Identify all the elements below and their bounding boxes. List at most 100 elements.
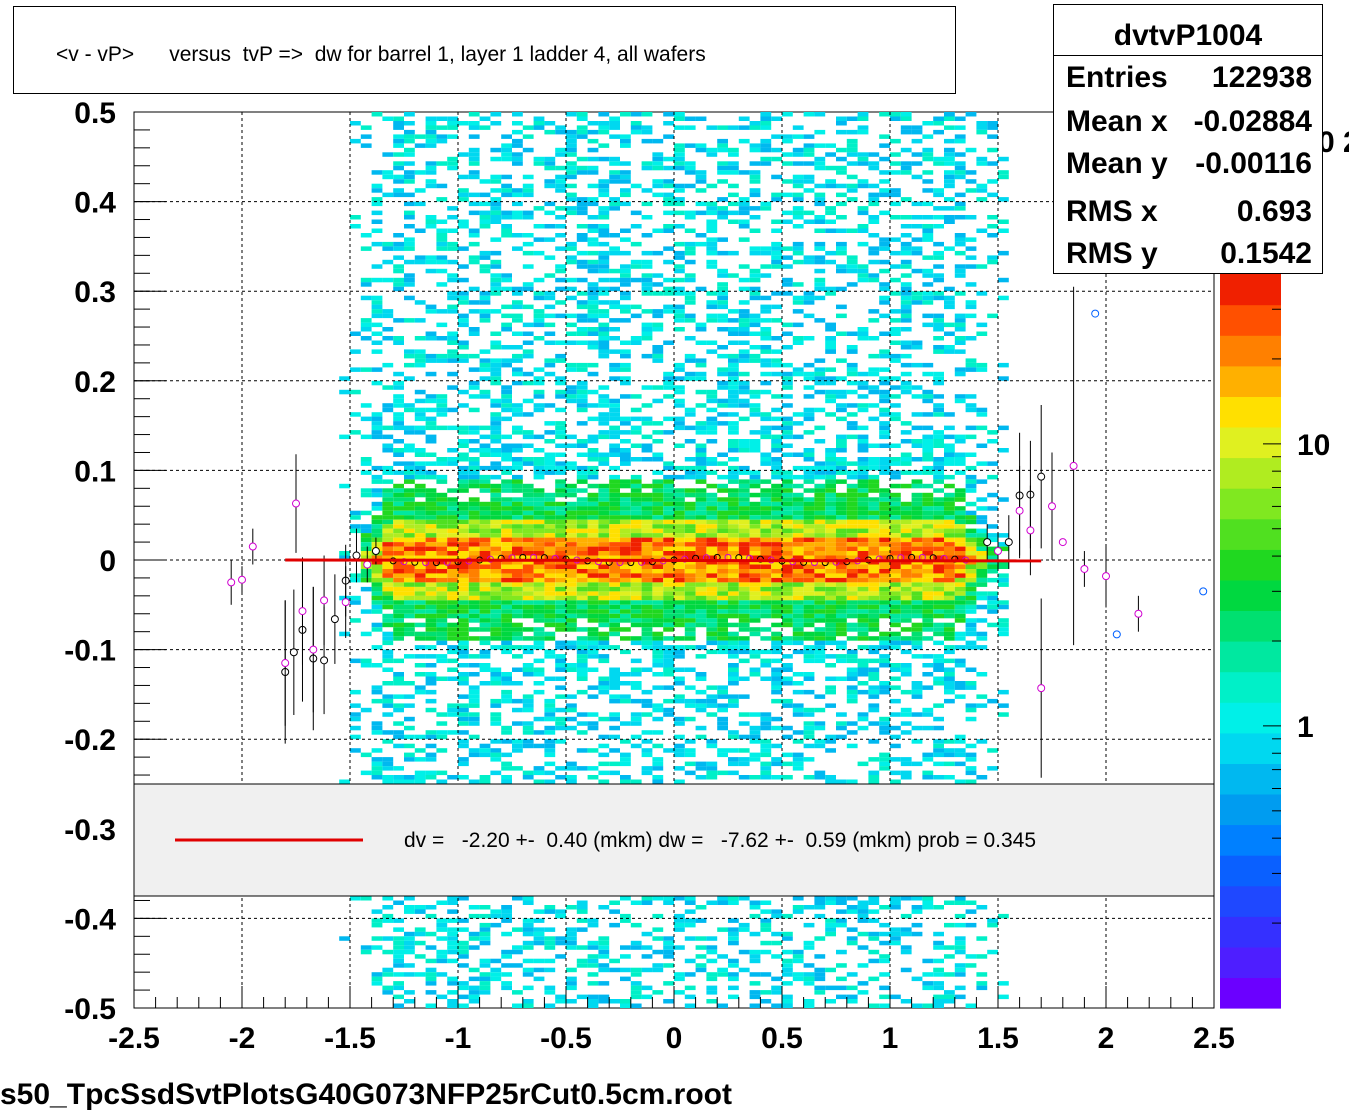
heatmap-cell	[674, 510, 685, 516]
heatmap-cell	[533, 291, 545, 296]
heatmap-cell	[544, 636, 556, 641]
heatmap-cell	[479, 362, 491, 368]
heatmap-cell	[728, 595, 739, 601]
heatmap-cell	[414, 255, 426, 260]
heatmap-cell	[512, 569, 523, 574]
heatmap-cell	[512, 483, 523, 489]
heatmap-cell	[728, 192, 739, 198]
heatmap-cell	[684, 318, 696, 323]
heatmap-cell	[425, 519, 437, 525]
heatmap-cell	[404, 990, 415, 995]
heatmap-cell	[641, 201, 653, 207]
heatmap-cell	[404, 138, 415, 144]
heatmap-cell	[792, 412, 804, 417]
heatmap-cell	[598, 215, 610, 220]
heatmap-cell	[414, 564, 426, 569]
heatmap-cell	[609, 156, 620, 162]
heatmap-cell	[717, 752, 728, 758]
heatmap-cell	[555, 147, 566, 153]
heatmap-cell	[447, 528, 458, 534]
heatmap-cell	[684, 295, 696, 301]
heatmap-cell	[404, 681, 415, 686]
heatmap-cell	[760, 318, 772, 323]
heatmap-cell	[749, 667, 761, 672]
heatmap-cell	[544, 156, 556, 162]
heatmap-cell	[544, 613, 556, 619]
heatmap-cell	[663, 667, 674, 672]
heatmap-cell	[522, 542, 534, 547]
heatmap-cell	[706, 613, 718, 619]
heatmap-cell	[652, 192, 664, 198]
heatmap-cell	[458, 188, 469, 193]
heatmap-cell	[576, 259, 588, 265]
heatmap-cell	[749, 542, 761, 547]
heatmap-cell	[825, 654, 836, 659]
heatmap-cell	[738, 573, 750, 578]
heatmap-cell	[749, 609, 761, 614]
heatmap-cell	[576, 573, 588, 578]
heatmap-cell	[760, 273, 772, 278]
heatmap-cell	[760, 613, 772, 619]
heatmap-cell	[879, 134, 890, 139]
heatmap-cell	[555, 179, 566, 184]
heatmap-cell	[404, 501, 415, 507]
heatmap-cell	[555, 676, 566, 681]
heatmap-cell	[468, 542, 480, 547]
heatmap-cell	[836, 246, 847, 251]
heatmap-cell	[782, 752, 793, 758]
heatmap-cell	[771, 909, 782, 914]
heatmap-cell	[522, 569, 534, 574]
heatmap-cell	[544, 649, 556, 655]
heatmap-cell	[555, 577, 566, 583]
heatmap-cell	[414, 591, 426, 596]
heatmap-cell	[576, 909, 588, 914]
heatmap-cell	[371, 201, 383, 207]
heatmap-cell	[706, 439, 718, 444]
heatmap-cell	[803, 537, 815, 543]
heatmap-cell	[836, 129, 847, 135]
heatmap-cell	[630, 533, 642, 538]
heatmap-cell	[533, 492, 545, 498]
heatmap-cell	[479, 609, 491, 614]
heatmap-cell	[728, 976, 739, 982]
heatmap-cell	[620, 492, 631, 498]
heatmap-cell	[609, 174, 620, 180]
heatmap-cell	[404, 586, 415, 592]
heatmap-cell	[587, 528, 599, 534]
heatmap-cell	[587, 748, 599, 753]
heatmap-cell	[447, 259, 458, 265]
heatmap-cell	[393, 161, 404, 166]
heatmap-cell	[598, 555, 610, 560]
heatmap-cell	[674, 636, 685, 641]
heatmap-cell	[425, 967, 437, 973]
heatmap-cell	[717, 483, 728, 489]
heatmap-cell	[814, 976, 826, 982]
heatmap-cell	[404, 775, 415, 780]
heatmap-cell	[393, 255, 404, 260]
heatmap-cell	[868, 528, 880, 534]
heatmap-cell	[879, 246, 890, 251]
heatmap-cell	[738, 600, 750, 605]
heatmap-cell	[857, 483, 869, 489]
heatmap-cell	[792, 761, 804, 767]
heatmap-cell	[771, 371, 782, 377]
heatmap-cell	[706, 457, 718, 462]
heatmap-cell	[544, 560, 556, 565]
heatmap-cell	[533, 609, 545, 614]
heatmap-cell	[846, 497, 858, 502]
heatmap-cell	[533, 618, 545, 623]
heatmap-cell	[738, 546, 750, 552]
heatmap-cell	[641, 510, 653, 516]
heatmap-cell	[382, 712, 394, 717]
heatmap-cell	[846, 537, 858, 543]
heatmap-cell	[576, 560, 588, 565]
heatmap-cell	[728, 309, 739, 314]
heatmap-cell	[825, 461, 836, 466]
heatmap-cell	[393, 1003, 404, 1008]
heatmap-cell	[717, 560, 728, 565]
heatmap-cell	[425, 681, 437, 686]
heatmap-cell	[684, 636, 696, 641]
heatmap-cell	[836, 922, 847, 928]
heatmap-cell	[393, 658, 404, 664]
heatmap-cell	[360, 367, 372, 372]
